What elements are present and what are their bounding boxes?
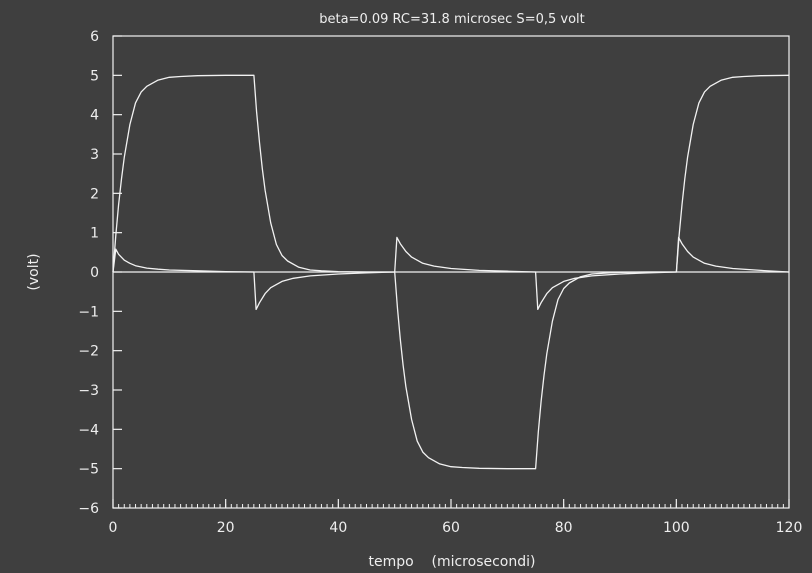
x-tick-label: 100 — [663, 520, 690, 536]
x-tick-label: 60 — [442, 520, 460, 536]
x-axis-label: tempo (microsecondi) — [369, 554, 536, 570]
y-tick-label: 4 — [90, 108, 99, 124]
series-line-2 — [112, 236, 790, 311]
y-tick-label: −4 — [78, 422, 99, 438]
y-tick-label: −6 — [78, 501, 99, 517]
y-tick-label: 5 — [90, 68, 99, 84]
y-axis-label: (volt) — [26, 253, 42, 290]
y-axis-ticks: 6 5 4 3 2 1 0 −1 −2 −3 −4 −5 −6 — [78, 29, 122, 517]
y-tick-label: 6 — [90, 29, 99, 45]
x-tick-label: 20 — [217, 520, 235, 536]
x-axis-ticks: 0 20 40 60 80 100 120 — [109, 499, 803, 536]
x-tick-label: 40 — [329, 520, 347, 536]
y-tick-label: −2 — [78, 344, 99, 360]
y-tick-label: −5 — [78, 462, 99, 478]
y-tick-label: 1 — [90, 226, 99, 242]
series-line-1 — [112, 74, 790, 470]
y-tick-label: −1 — [78, 304, 99, 320]
series-group — [112, 74, 790, 470]
y-tick-label: −3 — [78, 383, 99, 399]
chart-title: beta=0.09 RC=31.8 microsec S=0,5 volt — [319, 12, 585, 27]
x-tick-label: 80 — [555, 520, 573, 536]
x-tick-label: 0 — [109, 520, 118, 536]
y-tick-label: 3 — [90, 147, 99, 163]
x-tick-label: 120 — [776, 520, 803, 536]
y-tick-label: 2 — [90, 186, 99, 202]
y-tick-label: 0 — [90, 265, 99, 281]
